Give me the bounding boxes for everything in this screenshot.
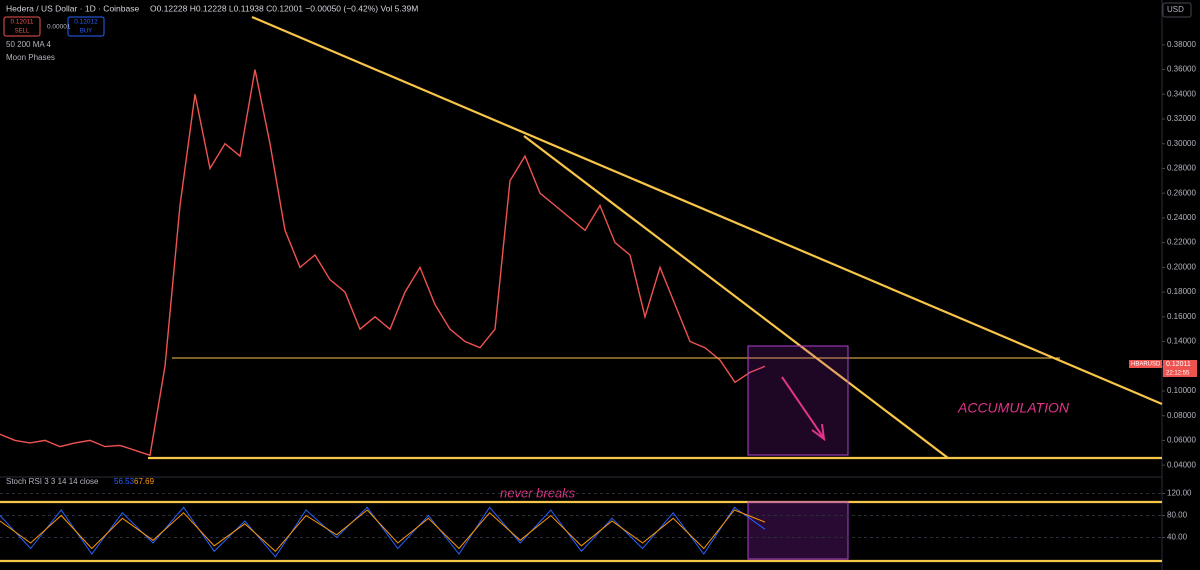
drawings — [0, 15, 1163, 563]
trendline — [251, 15, 1163, 406]
price-tag-value: 0.12011 — [1166, 361, 1191, 368]
price-tag-timer: 22:12:55 — [1166, 371, 1190, 377]
currency-button[interactable] — [1162, 2, 1192, 18]
y-tick-label: 80.00 — [1167, 511, 1188, 520]
y-tick-label: 0.36000 — [1167, 65, 1196, 74]
arrow — [781, 376, 826, 442]
y-tick-label: 0.10000 — [1167, 386, 1196, 395]
ohlc: O0.12228 H0.12228 L0.11938 C0.12001 −0.0… — [150, 3, 418, 13]
y-tick-label: 0.04000 — [1167, 460, 1196, 469]
price-tag — [1163, 360, 1197, 377]
y-tick-label: 0.38000 — [1167, 40, 1196, 49]
price-tag-symbol: HBARUSD — [1131, 362, 1161, 368]
y-tick-label: 0.30000 — [1167, 139, 1196, 148]
trendline — [523, 135, 949, 459]
y-tick-label: 0.26000 — [1167, 188, 1196, 197]
sell-button[interactable] — [3, 16, 41, 37]
annotation: never breaks — [500, 485, 576, 500]
series-line — [0, 69, 766, 457]
y-tick-label: 0.16000 — [1167, 312, 1196, 321]
series-line — [0, 509, 766, 553]
y-tick-label: 0.28000 — [1167, 164, 1196, 173]
symbol: Hedera / US Dollar · 1D · Coinbase — [6, 3, 139, 13]
sell-price: 0.12011 — [10, 19, 33, 26]
rsi-title: Stoch RSI 3 3 14 14 close — [6, 477, 99, 486]
y-tick-label: 0.32000 — [1167, 114, 1196, 123]
y-tick-label: 0.08000 — [1167, 411, 1196, 420]
rsi-box — [747, 501, 849, 560]
rsi-value: 56.53 — [114, 477, 135, 486]
y-tick-label: 0.24000 — [1167, 213, 1196, 222]
y-tick-label: 0.06000 — [1167, 436, 1196, 445]
rsi-value: 67.69 — [134, 477, 155, 486]
y-tick-label: 0.22000 — [1167, 238, 1196, 247]
buy-price: 0.12012 — [74, 19, 98, 26]
indicator: Moon Phases — [6, 53, 55, 62]
y-tick-label: 0.18000 — [1167, 287, 1196, 296]
y-tick-label: 120.00 — [1167, 489, 1192, 498]
annotation: ACCUMULATION — [957, 400, 1070, 416]
y-tick-label: 0.14000 — [1167, 337, 1196, 346]
y-tick-label: 0.20000 — [1167, 262, 1196, 271]
spread: 0.00001 — [47, 24, 71, 31]
currency: USD — [1167, 5, 1184, 14]
y-tick-label: 0.34000 — [1167, 89, 1196, 98]
price-tag — [1129, 360, 1162, 368]
y-tick-label: 40.00 — [1167, 533, 1188, 542]
price-pane: 0.040000.060000.080000.100000.120000.140… — [0, 40, 1196, 469]
buy-label: BUY — [80, 29, 92, 35]
series-line — [0, 506, 766, 558]
buy-button[interactable] — [67, 16, 105, 37]
sell-label: SELL — [15, 29, 30, 35]
indicator: 50 200 MA 4 — [6, 40, 51, 49]
rsi-pane: 40.00 80.00 120.00 — [0, 489, 1192, 558]
